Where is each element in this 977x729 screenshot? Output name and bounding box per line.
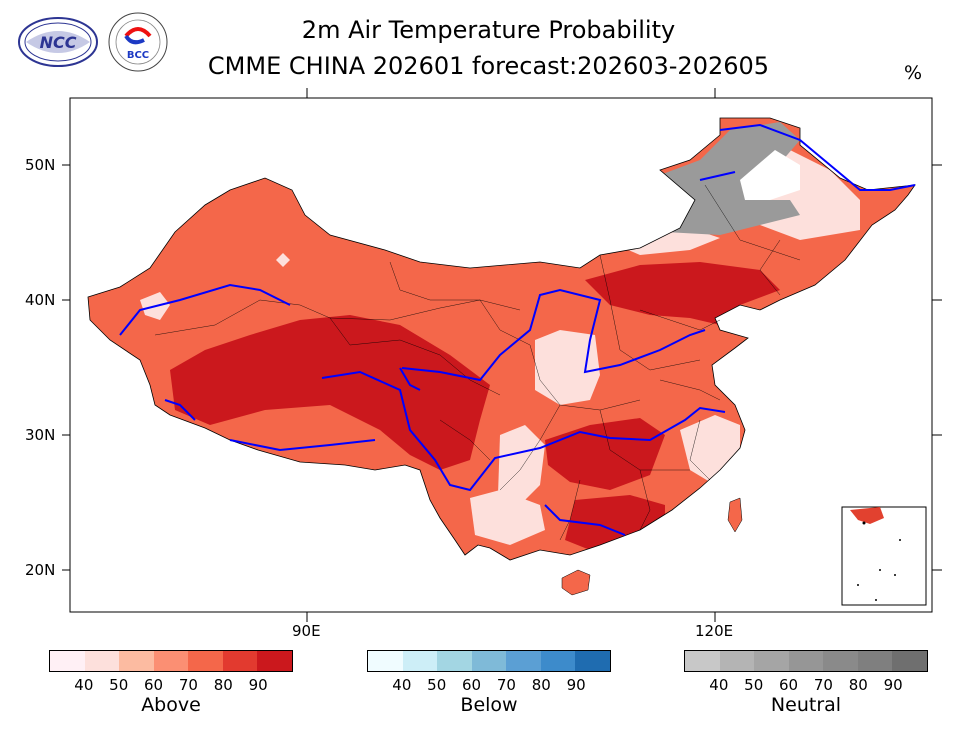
legend-tick-label: 80 (848, 676, 868, 694)
axis-ticks (62, 88, 942, 622)
legend-neutral-ticks: 40 50 60 70 80 90 (684, 672, 928, 694)
legend-swatch (153, 651, 189, 671)
legend-swatch (892, 651, 928, 671)
legend-swatch (257, 651, 293, 671)
field-above-40-loess (535, 330, 600, 405)
legend-tick-label: 50 (427, 676, 447, 694)
legend-tick-label: 90 (883, 676, 903, 694)
legend-swatch (188, 651, 223, 671)
legend-swatch (368, 651, 403, 671)
legend-tick-label: 50 (744, 676, 764, 694)
legend-swatch (575, 651, 611, 671)
legend-below-title: Below (460, 694, 518, 716)
lat-label-50n: 50N (25, 156, 56, 174)
field-below-40-patch (740, 150, 800, 200)
lon-label-90e: 90E (292, 622, 321, 640)
legend-tick-label: 60 (462, 676, 482, 694)
legend-tick-label: 90 (248, 676, 268, 694)
unit-label: % (904, 62, 923, 84)
chart-title-line2: CMME CHINA 202601 forecast:202603-202605 (207, 52, 770, 80)
legend-swatch (754, 651, 789, 671)
legend-tick-label: 60 (779, 676, 799, 694)
field-above-40-sichuan (498, 425, 545, 505)
legend-above-title: Above (141, 694, 201, 716)
legend-swatch (823, 651, 858, 671)
legend-below: 40 50 60 70 80 90 Below (367, 650, 611, 716)
legend-swatch (402, 651, 438, 671)
legend-tick-label: 80 (213, 676, 233, 694)
inset-islands (857, 521, 901, 601)
legend-tick-label: 70 (813, 676, 833, 694)
legend-swatch (119, 651, 154, 671)
ncc-logo: NCC (18, 17, 98, 67)
legend-swatch (788, 651, 824, 671)
legend-tick-label: 80 (531, 676, 551, 694)
legend-swatch (685, 651, 720, 671)
legend-tick-label: 40 (74, 676, 94, 694)
legend-swatch (471, 651, 507, 671)
ncc-logo-text: NCC (40, 33, 77, 52)
legend-tick-label: 50 (109, 676, 129, 694)
legend-swatch (84, 651, 120, 671)
legend-below-colorbar (367, 650, 611, 672)
legend-above: 40 50 60 70 80 90 Above (49, 650, 293, 716)
legend-neutral: 40 50 60 70 80 90 Neutral (684, 650, 928, 716)
lat-label-40n: 40N (25, 291, 56, 309)
lon-label-120e: 120E (695, 622, 734, 640)
legend-tick-label: 40 (709, 676, 729, 694)
legend-swatch (437, 651, 472, 671)
agency-logos: NCC BCC (18, 12, 168, 72)
lat-label-30n: 30N (25, 426, 56, 444)
legend-swatch (540, 651, 576, 671)
field-above-40-spot (276, 253, 290, 267)
legend-swatch (506, 651, 541, 671)
legend-tick-label: 40 (392, 676, 412, 694)
inset-land-fill (850, 507, 884, 524)
lat-label-20n: 20N (25, 561, 56, 579)
legend-neutral-colorbar (684, 650, 928, 672)
legend-tick-label: 70 (178, 676, 198, 694)
china-border (87, 117, 916, 561)
legend-tick-label: 60 (144, 676, 164, 694)
field-above-40-yunnan (470, 490, 545, 545)
hainan-island (561, 569, 591, 596)
legend-swatch (719, 651, 755, 671)
south-china-sea-inset (841, 506, 927, 606)
legend-swatch (857, 651, 893, 671)
legend-above-ticks: 40 50 60 70 80 90 (49, 672, 293, 694)
legend-above-colorbar (49, 650, 293, 672)
legend-tick-label: 90 (566, 676, 586, 694)
bcc-logo: BCC (108, 12, 168, 72)
chart-title-line1: 2m Air Temperature Probability (301, 16, 676, 44)
legend-neutral-title: Neutral (770, 694, 842, 716)
field-neutral (660, 122, 800, 235)
bcc-logo-text: BCC (127, 50, 149, 61)
legend-below-ticks: 40 50 60 70 80 90 (367, 672, 611, 694)
legend-swatch (222, 651, 258, 671)
legend-tick-label: 70 (496, 676, 516, 694)
legend-swatch (50, 651, 85, 671)
taiwan-island (727, 497, 743, 533)
field-above-90-central (545, 418, 665, 490)
rivers (119, 123, 916, 536)
province-borders (154, 184, 801, 541)
